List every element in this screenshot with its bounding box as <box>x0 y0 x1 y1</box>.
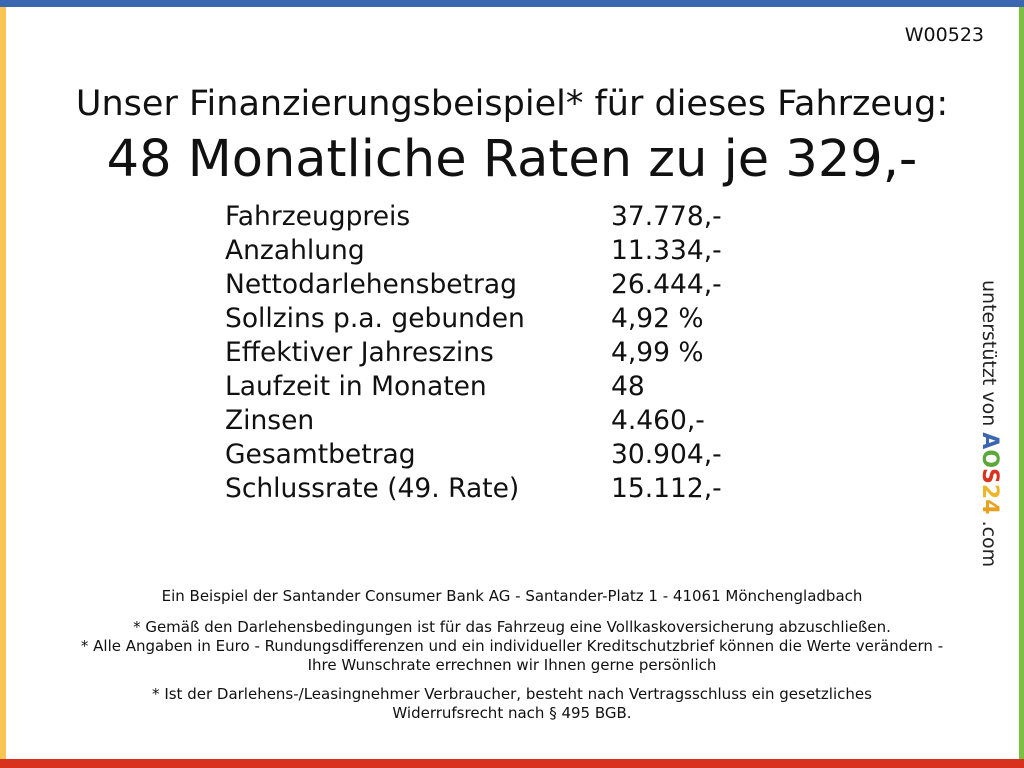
table-row: Nettodarlehensbetrag 26.444,- <box>225 268 722 302</box>
page-title: Unser Finanzierungsbeispiel* für dieses … <box>75 84 949 124</box>
row-label: Gesamtbetrag <box>225 439 416 470</box>
logo-letter: 2 <box>977 483 1002 500</box>
table-row: Anzahlung 11.334,- <box>225 234 722 268</box>
row-value: 4,99 % <box>611 337 704 368</box>
sponsor-suffix: .com <box>978 520 1000 568</box>
vehicle-code: W00523 <box>904 24 984 46</box>
footnote-withdrawal: * Ist der Darlehens-/Leasingnehmer Verbr… <box>152 685 872 722</box>
footnote-euro: * Alle Angaben in Euro - Rundungsdiffere… <box>80 637 944 674</box>
row-value: 30.904,- <box>611 439 722 470</box>
bank-info: Ein Beispiel der Santander Consumer Bank… <box>161 587 863 605</box>
logo-letter: O <box>977 449 1002 469</box>
rate-headline: 48 Monatliche Raten zu je 329,- <box>106 130 918 189</box>
table-row: Gesamtbetrag 30.904,- <box>225 438 722 472</box>
table-row: Sollzins p.a. gebunden 4,92 % <box>225 302 722 336</box>
row-label: Nettodarlehensbetrag <box>225 269 517 300</box>
row-value: 11.334,- <box>611 235 722 266</box>
table-row: Schlussrate (49. Rate) 15.112,- <box>225 472 722 506</box>
row-value: 37.778,- <box>611 201 722 232</box>
table-row: Zinsen 4.460,- <box>225 404 722 438</box>
row-label: Anzahlung <box>225 235 365 266</box>
row-value: 4,92 % <box>611 303 704 334</box>
row-label: Schlussrate (49. Rate) <box>225 473 520 504</box>
left-border <box>0 7 6 759</box>
row-value: 15.112,- <box>611 473 722 504</box>
top-border <box>0 0 1024 7</box>
finance-table: Fahrzeugpreis 37.778,- Anzahlung 11.334,- … <box>225 200 722 506</box>
bottom-border <box>0 759 1024 768</box>
row-value: 26.444,- <box>611 269 722 300</box>
footer: Ein Beispiel der Santander Consumer Bank… <box>0 587 1024 723</box>
sponsor-text: unterstützt von <box>978 280 1000 427</box>
row-label: Effektiver Jahreszins <box>225 337 494 368</box>
row-label: Fahrzeugpreis <box>225 201 411 232</box>
logo-letter: A <box>977 432 1002 450</box>
table-row: Fahrzeugpreis 37.778,- <box>225 200 722 234</box>
table-row: Effektiver Jahreszins 4,99 % <box>225 336 722 370</box>
aos24-logo: AOS24 <box>977 432 1002 515</box>
row-label: Sollzins p.a. gebunden <box>225 303 525 334</box>
row-label: Laufzeit in Monaten <box>225 371 487 402</box>
row-label: Zinsen <box>225 405 315 436</box>
right-border <box>1019 7 1024 759</box>
footnote-insurance: * Gemäß den Darlehensbedingungen ist für… <box>133 618 891 636</box>
logo-letter: S <box>977 468 1002 484</box>
logo-letter: 4 <box>977 499 1002 515</box>
table-row: Laufzeit in Monaten 48 <box>225 370 722 404</box>
row-value: 4.460,- <box>611 405 705 436</box>
row-value: 48 <box>611 371 645 402</box>
